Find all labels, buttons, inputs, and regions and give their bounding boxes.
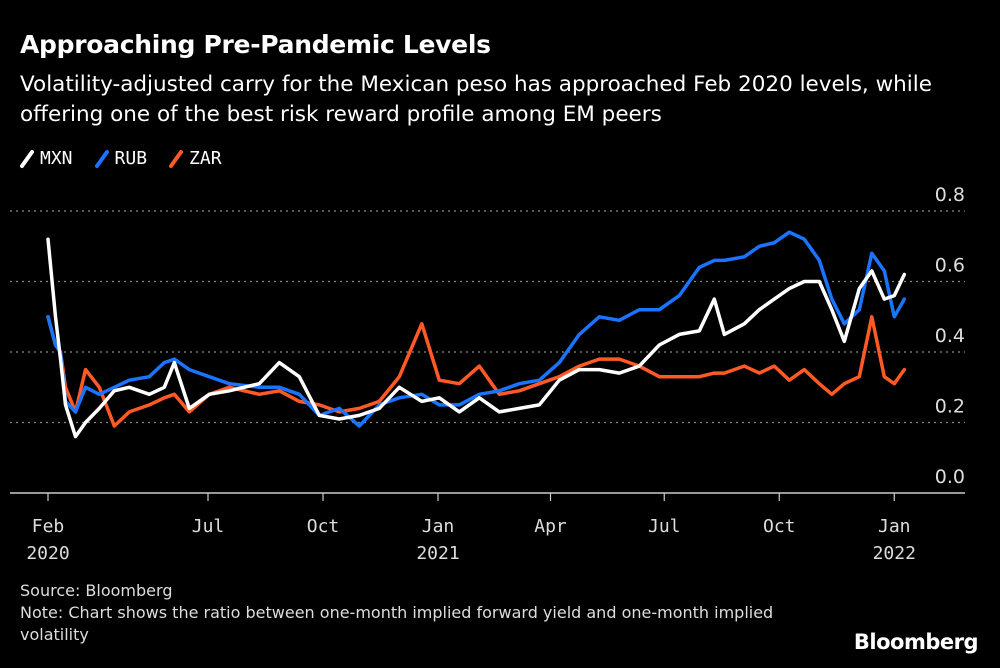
y-tick-label: 0.4 — [935, 325, 965, 347]
y-tick-label: 0.0 — [935, 466, 965, 488]
legend-swatch-line — [169, 149, 184, 168]
x-tick-label: Apr — [534, 516, 567, 537]
x-tick-label: Oct — [763, 516, 796, 537]
legend-item-zar: ZAR — [169, 148, 222, 169]
legend-label-zar: ZAR — [189, 148, 222, 169]
x-tick-label: Jul — [192, 516, 225, 537]
x-tick-year: 2020 — [26, 543, 69, 564]
legend-item-rub: RUB — [94, 148, 148, 169]
x-tick-label: Jul — [648, 516, 681, 537]
chart-subtitle: Volatility-adjusted carry for the Mexica… — [20, 72, 932, 127]
x-tick-label: Jan — [878, 516, 911, 537]
x-tick-label: Jan — [422, 516, 455, 537]
source-text: Source: Bloomberg — [20, 581, 173, 600]
y-tick-label: 0.8 — [935, 184, 965, 206]
y-tick-label: 0.6 — [935, 255, 965, 277]
chart-title: Approaching Pre-Pandemic Levels — [20, 30, 491, 59]
bloomberg-logo: Bloomberg — [853, 630, 979, 654]
legend-swatch-zar — [169, 149, 184, 168]
legend-item-mxn: MXN — [20, 148, 73, 169]
x-tick-year: 2022 — [873, 543, 916, 564]
legend-swatch-line — [20, 149, 34, 168]
legend-swatch-line — [94, 149, 109, 168]
x-tick-year: 2021 — [416, 543, 459, 564]
series-line-zar — [46, 315, 907, 428]
legend-label-rub: RUB — [114, 148, 148, 169]
note-text: Note: Chart shows the ratio between one-… — [20, 603, 774, 644]
legend: MXN RUB ZAR — [20, 148, 222, 169]
x-tick-label: Feb — [32, 516, 65, 537]
legend-label-mxn: MXN — [40, 148, 73, 169]
footer: Source: Bloomberg Note: Chart shows the … — [20, 580, 800, 646]
y-tick-label: 0.2 — [935, 396, 965, 418]
x-tick-label: Oct — [307, 516, 340, 537]
legend-swatch-rub — [94, 149, 109, 168]
legend-swatch-mxn — [20, 149, 34, 168]
series-line-mxn — [46, 237, 907, 439]
series-line-rub — [46, 230, 907, 428]
